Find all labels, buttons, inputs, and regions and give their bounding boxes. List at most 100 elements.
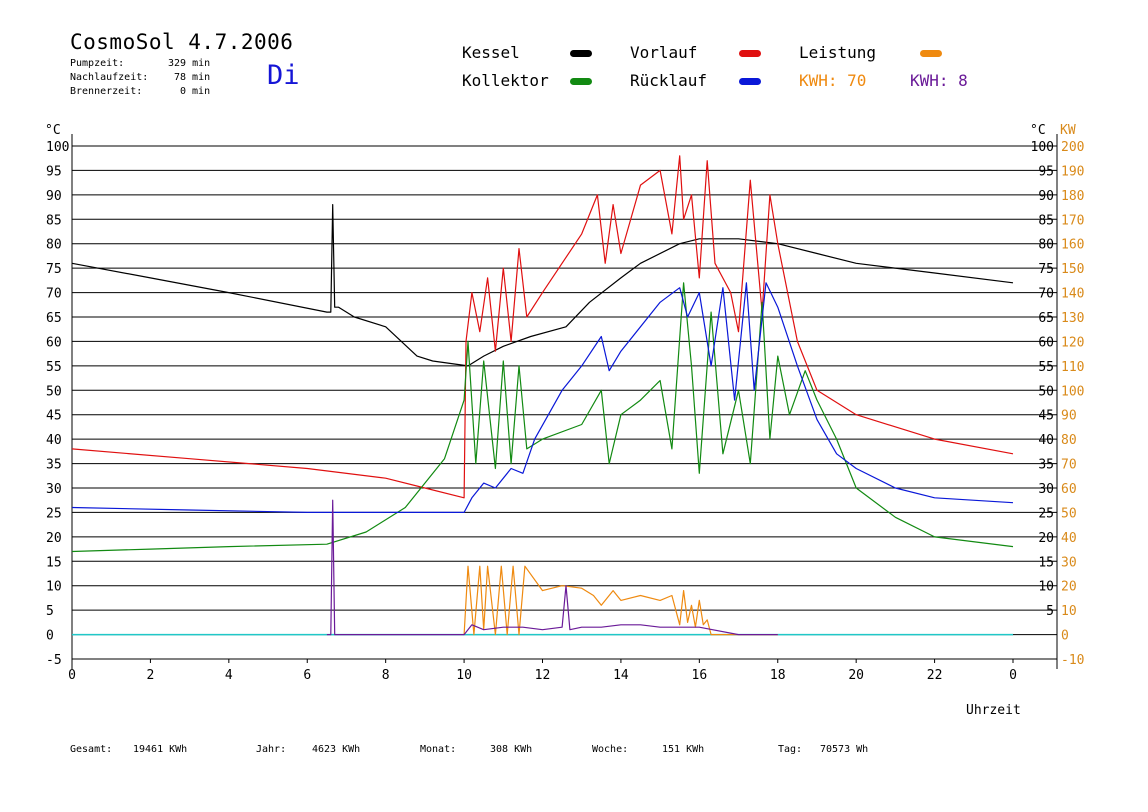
legend-kessel-swatch [570, 50, 592, 57]
footer-jahr-label: Jahr: [256, 744, 287, 755]
left-axis-unit: °C [45, 123, 61, 138]
x-axis-label: Uhrzeit [966, 703, 1021, 718]
y-right-kw-tick-label: 90 [1061, 409, 1077, 424]
y-right-c-tick-label: 80 [1038, 238, 1054, 253]
y-right-kw-tick-label: 80 [1061, 433, 1077, 448]
y-right-c-tick-label: 45 [1038, 409, 1054, 424]
legend-kessel-label: Kessel [462, 43, 520, 62]
legend-kwh-purple: KWH: 8 [910, 71, 968, 90]
series-line-kollektor [71, 282, 1014, 553]
y-tick-label: 100 [46, 140, 69, 155]
x-tick-label: 14 [613, 668, 629, 683]
y-right-c-tick-label: 25 [1038, 506, 1054, 521]
footer-gesamt-value: 19461 KWh [133, 744, 188, 755]
y-tick-label: 90 [46, 189, 62, 204]
series-line-r-cklauf [71, 282, 1014, 514]
footer-gesamt-label: Gesamt: [70, 744, 113, 755]
y-tick-label: 50 [46, 384, 62, 399]
series-line-vorlauf [71, 155, 1014, 499]
stat-label-pumpzeit: Pumpzeit: [70, 58, 125, 69]
y-right-c-tick-label: 40 [1038, 433, 1054, 448]
legend-leistung-swatch [920, 50, 942, 57]
legend-ruecklauf-label: Rücklauf [630, 71, 708, 90]
y-tick-label: 55 [46, 360, 62, 375]
x-tick-label: 20 [848, 668, 864, 683]
x-tick-label: 0 [1009, 668, 1017, 683]
series-line-leistung [463, 565, 778, 636]
y-right-kw-tick-label: 160 [1061, 238, 1084, 253]
x-tick-label: 18 [770, 668, 786, 683]
y-right-kw-tick-label: 60 [1061, 482, 1077, 497]
y-tick-label: 80 [46, 238, 62, 253]
y-tick-label: 25 [46, 506, 62, 521]
y-tick-label: 70 [46, 287, 62, 302]
y-right-kw-tick-label: 110 [1061, 360, 1084, 375]
stat-label-brennerzeit: Brennerzeit: [70, 86, 143, 97]
y-right-c-tick-label: 65 [1038, 311, 1054, 326]
y-tick-label: 20 [46, 531, 62, 546]
stat-value-nachlaufzeit: 78 min [174, 72, 211, 83]
right-axis-unit-kw: KW [1060, 123, 1076, 138]
y-right-kw-tick-label: 70 [1061, 458, 1077, 473]
y-right-c-tick-label: 95 [1038, 164, 1054, 179]
y-tick-label: 40 [46, 433, 62, 448]
footer-woche-value: 151 KWh [662, 744, 705, 755]
legend-kollektor-swatch [570, 78, 592, 85]
weekday-label: Di [267, 60, 300, 91]
footer-woche-label: Woche: [592, 744, 629, 755]
y-right-kw-tick-label: 20 [1061, 580, 1077, 595]
right-axis-unit-c: °C [1030, 123, 1046, 138]
legend-vorlauf-label: Vorlauf [630, 43, 698, 62]
legend-vorlauf-swatch [739, 50, 761, 57]
y-right-c-tick-label: 50 [1038, 384, 1054, 399]
y-tick-label: 95 [46, 164, 62, 179]
x-tick-label: 8 [382, 668, 390, 683]
x-tick-label: 12 [535, 668, 551, 683]
y-tick-label: 75 [46, 262, 62, 277]
x-tick-label: 4 [225, 668, 233, 683]
stat-label-nachlaufzeit: Nachlaufzeit: [70, 72, 149, 83]
y-right-kw-tick-label: 30 [1061, 555, 1077, 570]
y-tick-label: 0 [46, 629, 54, 644]
y-tick-label: 5 [46, 604, 54, 619]
y-right-kw-tick-label: 130 [1061, 311, 1084, 326]
y-right-c-tick-label: 60 [1038, 335, 1054, 350]
y-right-c-tick-label: 85 [1038, 213, 1054, 228]
y-right-kw-tick-label: 190 [1061, 164, 1084, 179]
x-tick-label: 22 [927, 668, 943, 683]
footer-monat-value: 308 KWh [490, 744, 533, 755]
stat-value-pumpzeit: 329 min [168, 58, 211, 69]
x-tick-label: 0 [68, 668, 76, 683]
y-right-c-tick-label: 55 [1038, 360, 1054, 375]
y-right-kw-tick-label: 180 [1061, 189, 1084, 204]
footer-jahr-value: 4623 KWh [312, 744, 361, 755]
y-right-c-tick-label: 30 [1038, 482, 1054, 497]
y-right-c-tick-label: 5 [1046, 604, 1054, 619]
y-right-c-tick-label: 70 [1038, 287, 1054, 302]
footer-tag-label: Tag: [778, 744, 803, 755]
x-tick-label: 2 [147, 668, 155, 683]
y-right-kw-tick-label: 200 [1061, 140, 1084, 155]
y-right-c-tick-label: 90 [1038, 189, 1054, 204]
y-right-c-tick-label: 20 [1038, 531, 1054, 546]
y-tick-label: -5 [46, 653, 62, 668]
y-right-c-tick-label: 75 [1038, 262, 1054, 277]
footer-monat-label: Monat: [420, 744, 457, 755]
y-right-kw-tick-label: 150 [1061, 262, 1084, 277]
legend-ruecklauf-swatch [739, 78, 761, 85]
y-right-kw-tick-label: -10 [1061, 653, 1084, 668]
y-right-kw-tick-label: 10 [1061, 604, 1077, 619]
legend-leistung-label: Leistung [799, 43, 877, 62]
x-tick-label: 16 [692, 668, 708, 683]
y-tick-label: 10 [46, 580, 62, 595]
legend-kwh-orange: KWH: 70 [799, 71, 867, 90]
y-right-c-tick-label: 100 [1031, 140, 1054, 155]
y-right-c-tick-label: 35 [1038, 458, 1054, 473]
y-right-kw-tick-label: 170 [1061, 213, 1084, 228]
series-line-kessel [71, 204, 1014, 367]
y-tick-label: 30 [46, 482, 62, 497]
y-tick-label: 45 [46, 409, 62, 424]
x-tick-label: 6 [303, 668, 311, 683]
y-right-kw-tick-label: 50 [1061, 506, 1077, 521]
